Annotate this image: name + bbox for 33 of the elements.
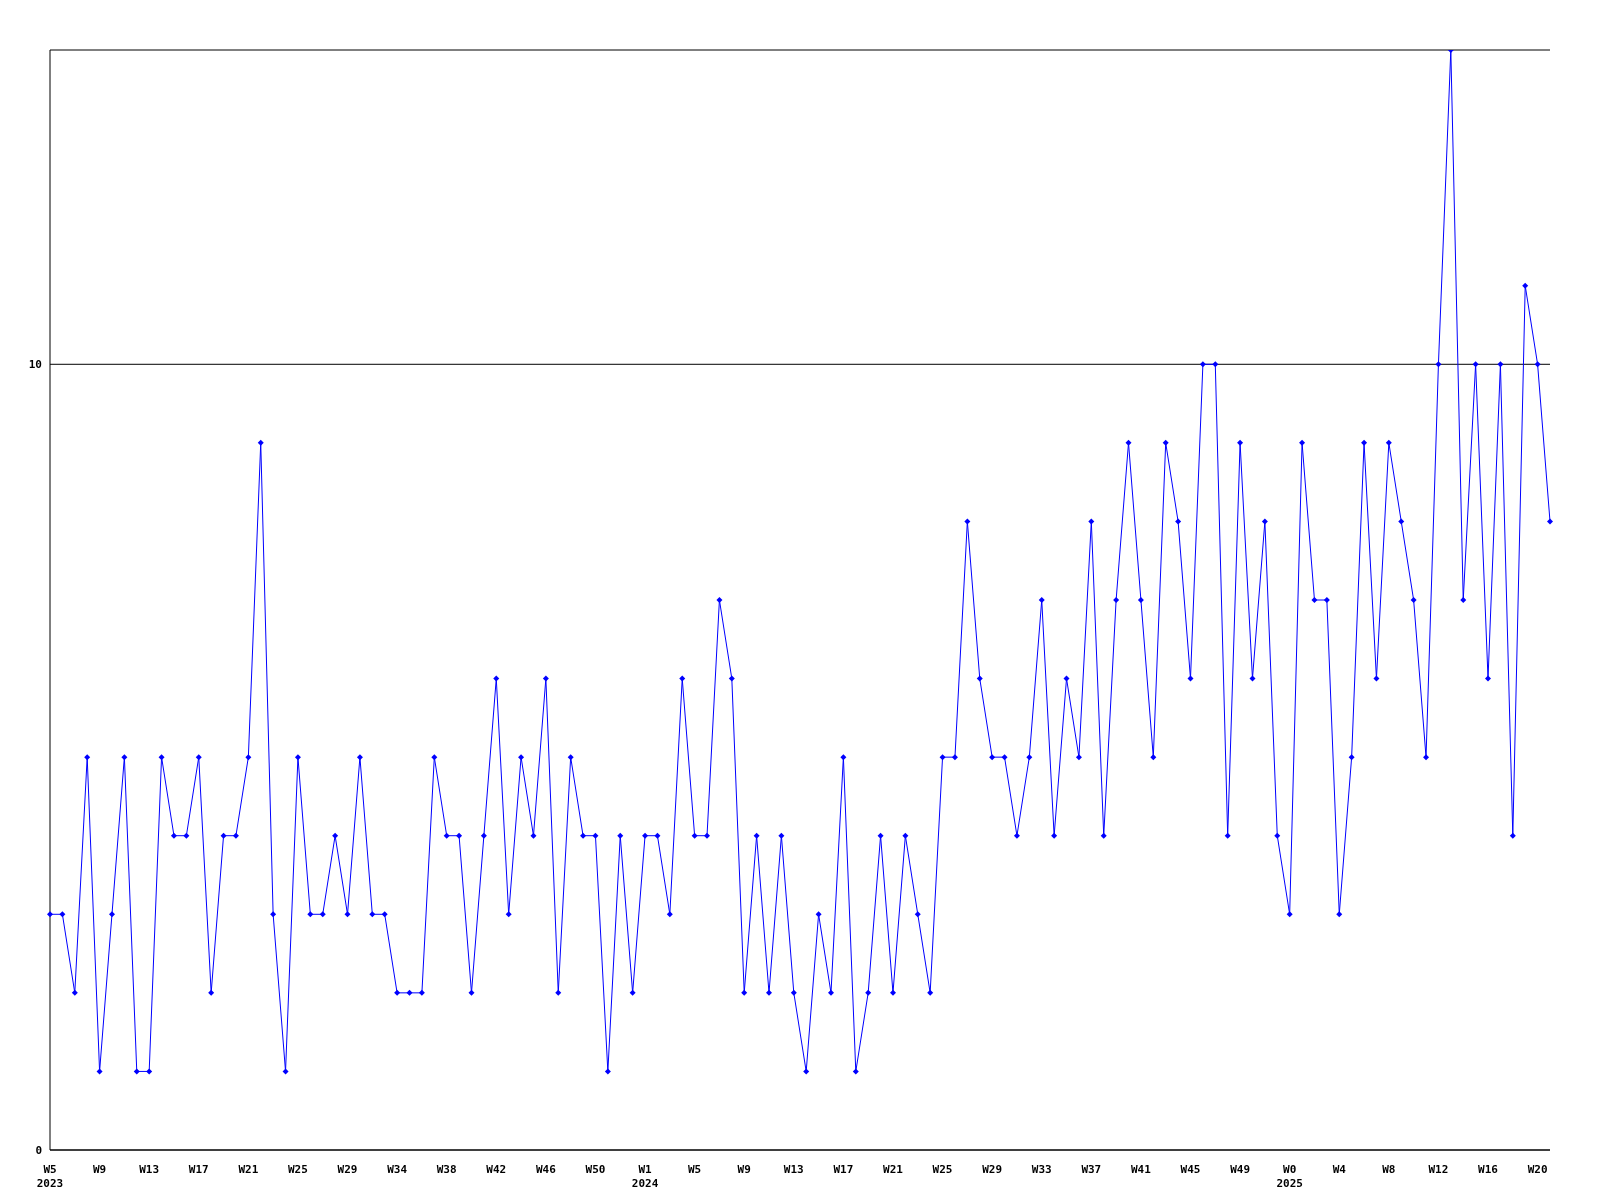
x-tick-label: W17: [188, 1163, 209, 1176]
x-tick-label: W25: [288, 1163, 308, 1176]
x-tick-label: W25: [932, 1163, 953, 1176]
x-tick-label: W9: [92, 1163, 107, 1176]
x-tick-label: W21: [883, 1163, 904, 1176]
x-tick-label: W13: [783, 1163, 804, 1176]
x-tick-label: W12: [1428, 1163, 1449, 1176]
x-tick-label: W9: [737, 1163, 751, 1176]
x-tick-label: W1 2024: [631, 1163, 659, 1190]
x-tick-label: W46: [535, 1163, 557, 1176]
x-tick-label: W29: [337, 1163, 358, 1176]
x-tick-label: W21: [238, 1163, 259, 1176]
x-tick-label: W0 2025: [1276, 1163, 1303, 1190]
x-tick-label: W37: [1081, 1163, 1102, 1176]
x-tick-label: W34: [387, 1163, 408, 1176]
x-tick-label: W38: [436, 1163, 457, 1176]
x-tick-label: W13: [139, 1163, 160, 1176]
x-tick-label: W17: [833, 1163, 854, 1176]
x-tick-label: W33: [1031, 1163, 1052, 1176]
x-tick-label: W4: [1332, 1163, 1347, 1176]
x-tick-label: W8: [1382, 1163, 1396, 1176]
x-tick-label: W20: [1527, 1163, 1548, 1176]
x-tick-label: W45: [1180, 1163, 1201, 1176]
x-tick-label: W5 2023: [36, 1163, 64, 1190]
x-tick-label: W29: [982, 1163, 1003, 1176]
y-tick-label: 0: [35, 1143, 42, 1157]
x-tick-label: W49: [1230, 1163, 1251, 1176]
y-tick-label: 10: [28, 358, 42, 372]
x-tick-label: W41: [1130, 1163, 1152, 1176]
x-tick-label: W16: [1478, 1163, 1499, 1176]
x-tick-label: W42: [486, 1163, 507, 1176]
x-tick-label: W5: [688, 1163, 702, 1176]
x-tick-label: W50: [585, 1163, 606, 1176]
